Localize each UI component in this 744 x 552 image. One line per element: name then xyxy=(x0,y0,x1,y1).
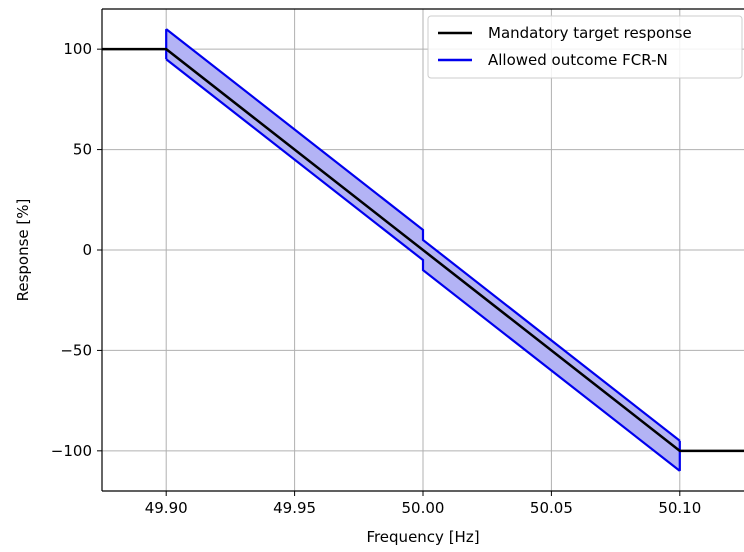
x-tick-label: 50.00 xyxy=(402,499,445,517)
legend-box xyxy=(427,15,743,79)
y-tick-label: −100 xyxy=(51,442,92,460)
y-tick-label: 0 xyxy=(82,241,92,259)
legend: Mandatory target response Allowed outcom… xyxy=(427,15,743,79)
y-axis-label: Response [%] xyxy=(14,199,32,302)
target-response-line xyxy=(102,47,744,453)
ticks: 49.90 49.95 50.00 50.05 50.10 100 50 0 −50 −100 xyxy=(51,40,701,517)
y-tick-label: −50 xyxy=(60,341,92,359)
fcr-n-lower-line xyxy=(165,58,681,472)
x-tick-label: 49.95 xyxy=(273,499,316,517)
legend-label-target: Mandatory target response xyxy=(488,24,692,42)
y-tick-label: 100 xyxy=(63,40,92,58)
fcr-n-upper-line xyxy=(165,28,681,442)
x-tick-label: 50.10 xyxy=(658,499,701,517)
grid xyxy=(102,9,744,491)
legend-label-fcr-n: Allowed outcome FCR-N xyxy=(488,51,668,69)
y-tick-label: 50 xyxy=(73,141,92,159)
x-tick-label: 50.05 xyxy=(530,499,573,517)
x-axis-label: Frequency [Hz] xyxy=(366,528,479,546)
x-tick-label: 49.90 xyxy=(145,499,188,517)
target-response xyxy=(102,47,744,453)
